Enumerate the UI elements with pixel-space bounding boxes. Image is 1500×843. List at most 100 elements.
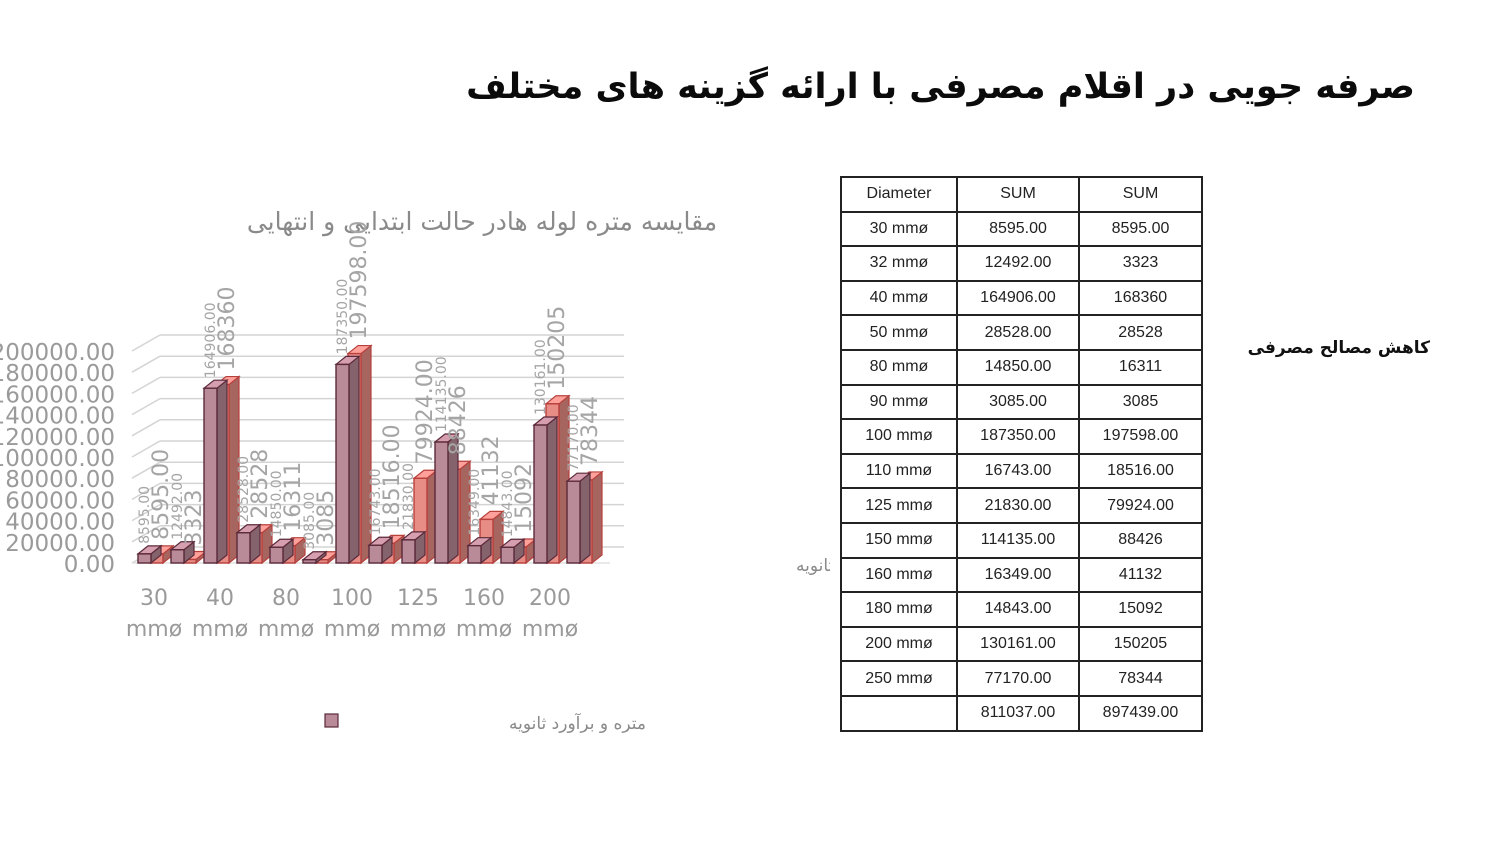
data-label-series-2: 3323 bbox=[182, 489, 207, 545]
bar-chart-canvas: مقایسه متره لوله هادر حالت ابتدایی و انت… bbox=[0, 207, 830, 734]
table-row: 125 mmø 21830.00 79924.00 bbox=[840, 487, 1203, 524]
table-row: 80 mmø 14850.00 16311 bbox=[840, 348, 1203, 386]
table-row: 110 mmø 16743.00 18516.00 bbox=[840, 452, 1203, 490]
bar-series-1 bbox=[533, 424, 548, 564]
diameter-cell bbox=[840, 694, 958, 732]
gridline-side bbox=[131, 376, 161, 395]
column-header-diameter: Diameter bbox=[840, 176, 958, 213]
bar-series-1 bbox=[500, 546, 515, 564]
y-tick-label: 80000.00 bbox=[5, 467, 115, 493]
table-row: 150 mmø 114135.00 88426 bbox=[840, 521, 1203, 559]
bar-series-1 bbox=[566, 480, 581, 564]
sum-initial-cell: 16743.00 bbox=[956, 452, 1080, 490]
bar-series-1-side bbox=[348, 355, 360, 565]
sum-initial-cell: 16349.00 bbox=[956, 556, 1080, 594]
diameter-cell: 125 mmø bbox=[840, 487, 958, 524]
data-label-series-1: 130161.00 bbox=[533, 339, 549, 415]
sum-initial-cell: 3085.00 bbox=[956, 383, 1080, 421]
data-label-series-2: 15092 bbox=[512, 463, 537, 533]
y-tick-label: 180000.00 bbox=[0, 361, 115, 387]
x-tick-label: 160 mmø bbox=[456, 586, 512, 642]
table-row: 40 mmø 164906.00 168360 bbox=[840, 279, 1203, 317]
gridline-side bbox=[131, 440, 161, 458]
y-tick-label: 100000.00 bbox=[0, 446, 115, 472]
data-label-series-2: 16311 bbox=[281, 462, 306, 532]
bar-series-1 bbox=[335, 363, 350, 564]
data-label-series-1: 3085.00 bbox=[302, 492, 318, 550]
bar-series-1 bbox=[203, 387, 218, 564]
sum-initial-cell: 164906.00 bbox=[956, 279, 1080, 317]
diameter-cell: 100 mmø bbox=[840, 418, 958, 455]
sum-initial-cell: 811037.00 bbox=[956, 694, 1080, 732]
data-label-series-1: 16349.00 bbox=[467, 469, 483, 536]
data-label-series-1: 14850.00 bbox=[269, 470, 285, 537]
data-label-series-1: 164906.00 bbox=[203, 302, 219, 378]
gridline-side bbox=[131, 482, 161, 501]
sum-final-cell: 28528 bbox=[1078, 314, 1203, 351]
bar-series-1-side bbox=[216, 378, 228, 565]
table-row: 32 mmø 12492.00 3323 bbox=[840, 245, 1203, 282]
gridline-side bbox=[131, 503, 161, 522]
sum-final-cell: 41132 bbox=[1078, 556, 1203, 594]
table-row: 180 mmø 14843.00 15092 bbox=[840, 591, 1203, 628]
data-label-series-1: 21830.00 bbox=[401, 463, 417, 530]
data-label-series-2: 28528 bbox=[248, 449, 273, 519]
bar-chart: مقایسه متره لوله هادر حالت ابتدایی و انت… bbox=[0, 180, 830, 770]
bar-series-1 bbox=[236, 532, 251, 564]
sum-final-cell: 15092 bbox=[1078, 591, 1203, 628]
bar-series-1 bbox=[467, 544, 482, 564]
sum-initial-cell: 28528.00 bbox=[956, 314, 1080, 351]
sum-final-cell: 3085 bbox=[1078, 383, 1203, 421]
gridline-side bbox=[131, 355, 161, 373]
y-tick-label: 60000.00 bbox=[5, 488, 115, 514]
y-tick-label: 20000.00 bbox=[5, 531, 115, 557]
diameter-cell: 110 mmø bbox=[840, 452, 958, 490]
diameter-cell: 90 mmø bbox=[840, 383, 958, 421]
diameter-cell: 40 mmø bbox=[840, 279, 958, 317]
data-label-series-1: 16743.00 bbox=[368, 468, 384, 535]
y-tick-label: 140000.00 bbox=[0, 404, 115, 430]
sum-final-cell: 18516.00 bbox=[1078, 452, 1203, 490]
gridline-side bbox=[131, 419, 161, 437]
table-header-row: Diameter SUM SUM bbox=[840, 176, 1203, 213]
sum-initial-cell: 12492.00 bbox=[956, 245, 1080, 282]
sum-final-cell: 8595.00 bbox=[1078, 210, 1203, 248]
legend-swatch bbox=[324, 713, 339, 728]
gridline-side bbox=[131, 525, 161, 543]
data-label-series-1: 8595.00 bbox=[137, 486, 153, 544]
x-tick-label: 125 mmø bbox=[390, 586, 446, 642]
y-tick-label: 120000.00 bbox=[0, 425, 115, 451]
table-row: 200 mmø 130161.00 150205 bbox=[840, 625, 1203, 663]
gridline-side bbox=[131, 334, 161, 352]
sum-initial-cell: 77170.00 bbox=[956, 660, 1080, 697]
data-label-series-2: 168360 bbox=[215, 287, 240, 371]
bar-series-1 bbox=[401, 539, 416, 564]
sum-initial-cell: 114135.00 bbox=[956, 521, 1080, 559]
bar-series-1-side bbox=[579, 471, 591, 565]
data-label-series-1: 12492.00 bbox=[170, 473, 186, 540]
y-tick-label: 0.00 bbox=[64, 552, 115, 578]
sum-initial-cell: 14843.00 bbox=[956, 591, 1080, 628]
table-row: 250 mmø 77170.00 78344 bbox=[840, 660, 1203, 697]
data-label-series-2: 3085 bbox=[314, 490, 339, 546]
bar-series-1 bbox=[170, 549, 185, 564]
data-label-series-1: 28528.00 bbox=[236, 456, 252, 523]
sum-initial-cell: 14850.00 bbox=[956, 348, 1080, 386]
diameter-cell: 160 mmø bbox=[840, 556, 958, 594]
sum-initial-cell: 130161.00 bbox=[956, 625, 1080, 663]
table-row: 30 mmø 8595.00 8595.00 bbox=[840, 210, 1203, 248]
sum-final-cell: 78344 bbox=[1078, 660, 1203, 697]
sum-final-cell: 197598.00 bbox=[1078, 418, 1203, 455]
sum-final-cell: 88426 bbox=[1078, 521, 1203, 559]
gridline-side bbox=[131, 397, 161, 416]
column-header-sum-initial: SUM bbox=[956, 176, 1080, 213]
data-label-series-1: 187350.00 bbox=[335, 279, 351, 355]
depth-axis-series-label: متره و برآورد ثانویه bbox=[796, 554, 830, 576]
bar-series-1 bbox=[137, 553, 152, 564]
diameter-cell: 30 mmø bbox=[840, 210, 958, 248]
sum-initial-cell: 21830.00 bbox=[956, 487, 1080, 524]
slide-title: صرفه جویی در اقلام مصرفی با ارائه گزینه … bbox=[466, 67, 1415, 107]
data-label-series-2: 197598.00 bbox=[347, 221, 372, 340]
sum-initial-cell: 187350.00 bbox=[956, 418, 1080, 455]
x-tick-label: 40 mmø bbox=[192, 586, 248, 642]
